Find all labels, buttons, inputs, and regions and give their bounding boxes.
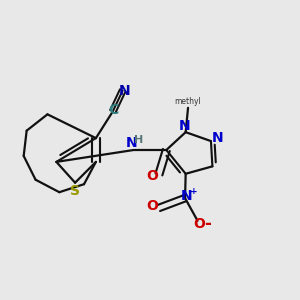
Text: methyl: methyl <box>174 97 201 106</box>
Text: C: C <box>108 103 118 117</box>
Text: -: - <box>204 215 211 233</box>
Text: H: H <box>134 135 144 145</box>
Text: N: N <box>212 130 223 145</box>
Text: S: S <box>70 184 80 198</box>
Text: N: N <box>118 84 130 98</box>
Text: O: O <box>146 199 158 213</box>
Text: N: N <box>179 118 190 133</box>
Text: O: O <box>146 169 158 183</box>
Text: N: N <box>125 136 137 151</box>
Text: O: O <box>193 217 205 231</box>
Text: +: + <box>190 187 197 196</box>
Text: N: N <box>180 189 192 203</box>
